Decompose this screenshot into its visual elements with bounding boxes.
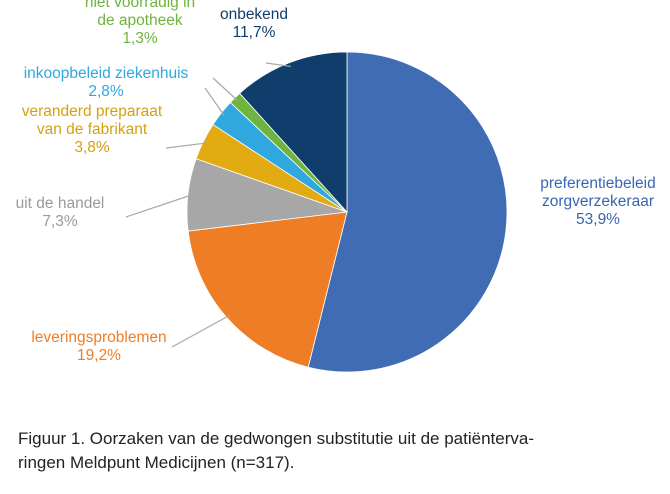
slice-label: onbekend 11,7% (220, 6, 288, 41)
slice-name-label: veranderd preparaat (22, 103, 163, 120)
slice-value-label: 7,3% (42, 213, 78, 230)
slice-name-label: preferentiebeleid (540, 175, 655, 192)
slice-value-label: 11,7% (233, 24, 276, 41)
leader-line (171, 314, 231, 348)
pie-slices (186, 51, 508, 373)
slice-name-label: de apotheek (97, 12, 183, 29)
slice-name-label: zorgverzekeraar (542, 193, 654, 210)
pie-slice (239, 51, 348, 214)
pie-slice (187, 211, 348, 368)
leader-line (165, 142, 208, 149)
slice-label: veranderd preparaat van de fabrikant 3,8% (22, 103, 163, 156)
slice-name-label: inkoopbeleid ziekenhuis (24, 65, 189, 82)
slice-name-label: leveringsproblemen (31, 329, 166, 346)
slice-label: uit de handel 7,3% (16, 195, 105, 230)
slice-label: inkoopbeleid ziekenhuis 2,8% (24, 65, 189, 100)
leader-lines (125, 62, 292, 348)
slice-name-label: onbekend (220, 6, 288, 23)
leader-line (212, 77, 239, 102)
slice-label: niet voorradig in de apotheek 1,3% (85, 0, 195, 47)
slice-value-label: 1,3% (122, 30, 158, 47)
caption-line-2: ringen Meldpunt Medicijnen (n=317). (18, 453, 295, 472)
slice-value-label: 19,2% (77, 347, 121, 364)
leader-line (204, 87, 225, 116)
slice-value-label: 2,8% (88, 83, 124, 100)
leader-line (125, 194, 193, 218)
slice-labels: preferentiebeleid zorgverzekeraar 53,9% lev… (16, 0, 656, 364)
pie-slice (307, 51, 508, 373)
slice-name-label: niet voorradig in (85, 0, 195, 11)
slice-value-label: 53,9% (576, 211, 620, 228)
slice-label: leveringsproblemen 19,2% (31, 329, 166, 364)
slice-name-label: van de fabrikant (37, 121, 148, 138)
slice-name-label: uit de handel (16, 195, 105, 212)
caption-line-1: Figuur 1. Oorzaken van de gedwongen subs… (18, 429, 534, 448)
leader-line (265, 62, 292, 68)
slice-value-label: 3,8% (74, 139, 110, 156)
figure-caption: Figuur 1. Oorzaken van de gedwongen subs… (18, 427, 658, 475)
slice-label: preferentiebeleid zorgverzekeraar 53,9% (540, 175, 655, 228)
